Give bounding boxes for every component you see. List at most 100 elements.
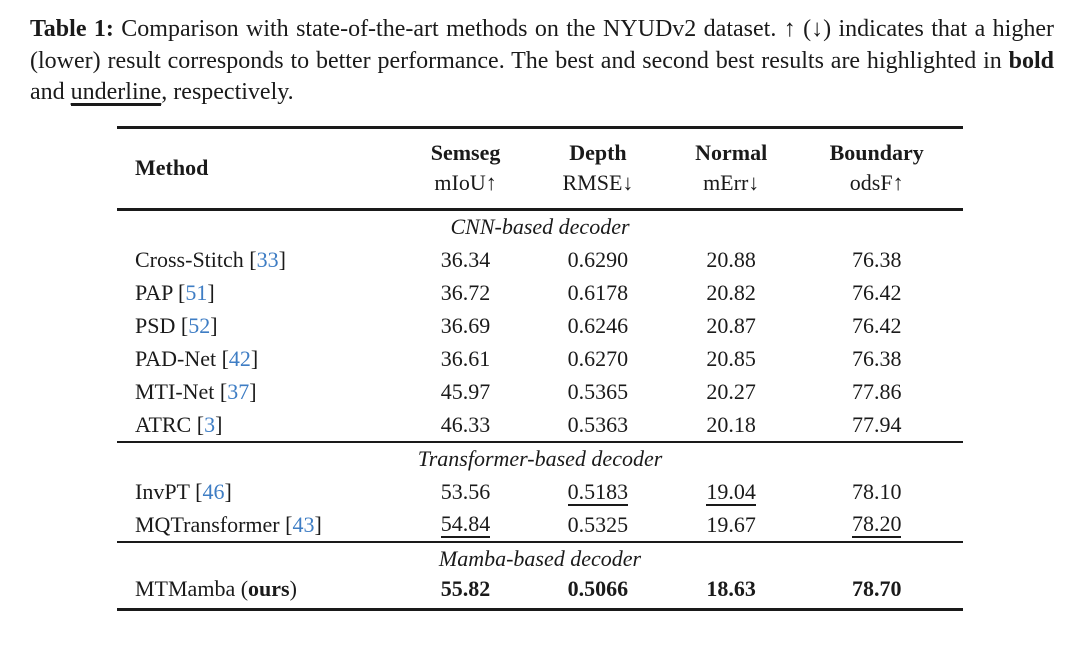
value-cell: 0.6246 — [524, 310, 672, 343]
table-row: PAP [51] 36.72 0.6178 20.82 76.42 — [117, 277, 963, 310]
results-table: Method Semseg mIoU↑ Depth RMSE↓ Normal mErr↓ Bo… — [117, 126, 963, 611]
method-name: MQTransformer — [135, 511, 280, 537]
value-cell: 20.27 — [672, 376, 790, 409]
value-cell: 0.6290 — [524, 244, 672, 277]
table-row: ATRC [3] 46.33 0.5363 20.18 77.94 — [117, 409, 963, 442]
column-header-boundary: Boundary odsF↑ — [790, 127, 963, 211]
metric-value: 0.5183 — [567, 478, 629, 506]
column-header-normal: Normal mErr↓ — [671, 127, 791, 211]
column-header-line2: RMSE↓ — [562, 170, 634, 195]
value-cell: 0.5325 — [524, 509, 672, 542]
value-cell: 76.42 — [790, 277, 963, 310]
column-header-line2: mIoU↑ — [434, 170, 497, 195]
value-cell: 36.69 — [407, 310, 524, 343]
method-cell: PAD-Net [42] — [117, 343, 407, 376]
metric-value: 36.72 — [440, 280, 491, 305]
caption-bold-word: bold — [1008, 47, 1054, 74]
value-cell: 76.38 — [790, 244, 963, 277]
citation-link[interactable]: 52 — [188, 313, 211, 338]
metric-value: 55.82 — [440, 575, 491, 601]
value-cell: 0.5365 — [524, 376, 672, 409]
metric-value: 36.69 — [440, 313, 491, 338]
citation-link[interactable]: 43 — [292, 511, 315, 537]
column-header-line2: odsF↑ — [849, 170, 904, 195]
table-body: CNN-based decoder Cross-Stitch [33] 36.34 0… — [117, 210, 963, 610]
method-cell: PSD [52] — [117, 310, 407, 343]
column-header-method: Method — [117, 127, 408, 211]
metric-value: 0.6270 — [567, 346, 629, 371]
metric-value: 0.6290 — [567, 247, 629, 272]
method-name: Cross-Stitch — [135, 247, 244, 272]
metric-value: 0.5363 — [567, 411, 629, 437]
metric-value: 19.67 — [706, 511, 756, 537]
metric-value: 18.63 — [706, 575, 756, 601]
citation-link[interactable]: 37 — [227, 379, 250, 404]
value-cell: 0.6270 — [524, 343, 672, 376]
section-title: Mamba-based decoder — [117, 540, 963, 576]
column-header-line1: Normal — [695, 140, 768, 165]
metric-value: 0.5365 — [567, 379, 629, 404]
citation-link[interactable]: 51 — [185, 280, 208, 305]
method-name: MTMamba ( — [135, 575, 249, 601]
metric-value: 20.87 — [706, 313, 756, 338]
table-row: PAD-Net [42] 36.61 0.6270 20.85 76.38 — [117, 343, 963, 376]
method-name: InvPT — [135, 479, 190, 504]
caption-label: Table 1: — [30, 16, 114, 42]
citation-link[interactable]: 42 — [228, 346, 251, 371]
section-header-row: Transformer-based decoder — [117, 440, 963, 476]
metric-value: 19.04 — [706, 478, 756, 506]
value-cell: 77.94 — [790, 409, 963, 442]
value-cell: 46.33 — [407, 409, 524, 442]
value-cell: 78.70 — [790, 576, 963, 610]
value-cell: 53.56 — [407, 476, 524, 509]
caption-body: Comparison with state-of-the-art methods… — [30, 16, 1054, 74]
value-cell: 0.6178 — [524, 277, 672, 310]
column-header-semseg: Semseg mIoU↑ — [407, 127, 524, 211]
metric-value: 20.85 — [706, 346, 756, 371]
metric-value: 36.34 — [440, 247, 491, 272]
value-cell: 20.18 — [672, 409, 790, 442]
metric-value: 0.6246 — [567, 313, 629, 338]
value-cell: 19.04 — [672, 476, 790, 509]
value-cell: 20.88 — [672, 244, 790, 277]
section-header-row: CNN-based decoder — [117, 210, 963, 244]
citation-bracket-open: [ — [243, 247, 257, 272]
value-cell: 76.38 — [790, 343, 963, 376]
metric-value: 76.42 — [851, 313, 902, 338]
metric-value: 78.20 — [851, 511, 902, 538]
metric-value: 0.5325 — [567, 511, 629, 537]
citation-link[interactable]: 46 — [202, 479, 225, 504]
citation-link[interactable]: 33 — [256, 247, 279, 272]
table-row: Cross-Stitch [33] 36.34 0.6290 20.88 76.38 — [117, 244, 963, 277]
value-cell: 0.5363 — [524, 409, 672, 442]
section-header-row: Mamba-based decoder — [117, 540, 963, 576]
method-cell: InvPT [46] — [117, 476, 407, 509]
metric-value: 76.38 — [851, 346, 902, 371]
caption-underline-word: underline — [70, 79, 162, 106]
table-row: MTMamba (ours) 55.82 0.5066 18.63 78.70 — [117, 576, 963, 610]
table-header: Method Semseg mIoU↑ Depth RMSE↓ Normal mErr↓ Bo… — [117, 127, 963, 211]
value-cell: 45.97 — [407, 376, 524, 409]
metric-value: 53.56 — [440, 479, 491, 504]
metric-value: 45.97 — [440, 379, 491, 404]
metric-value: 77.94 — [851, 411, 902, 437]
citation-bracket-open: [ — [175, 313, 189, 338]
method-name: PAP — [135, 280, 173, 305]
caption-mid: and — [30, 79, 71, 105]
citation-bracket-close: ] — [210, 313, 218, 338]
value-cell: 36.72 — [407, 277, 524, 310]
citation-link[interactable]: 3 — [204, 411, 216, 437]
method-cell: MTMamba (ours) — [117, 576, 407, 610]
value-cell: 78.10 — [790, 476, 963, 509]
column-header-line2: mErr↓ — [703, 170, 760, 195]
citation-bracket-close: ] — [250, 346, 259, 371]
value-cell: 19.67 — [672, 509, 790, 542]
value-cell: 77.86 — [790, 376, 963, 409]
metric-value: 20.18 — [706, 411, 756, 437]
method-cell: MQTransformer [43] — [117, 509, 407, 542]
value-cell: 20.85 — [672, 343, 790, 376]
column-header-line1: Method — [135, 154, 209, 180]
method-name: PAD-Net — [135, 346, 217, 371]
method-name: ATRC — [135, 411, 192, 437]
